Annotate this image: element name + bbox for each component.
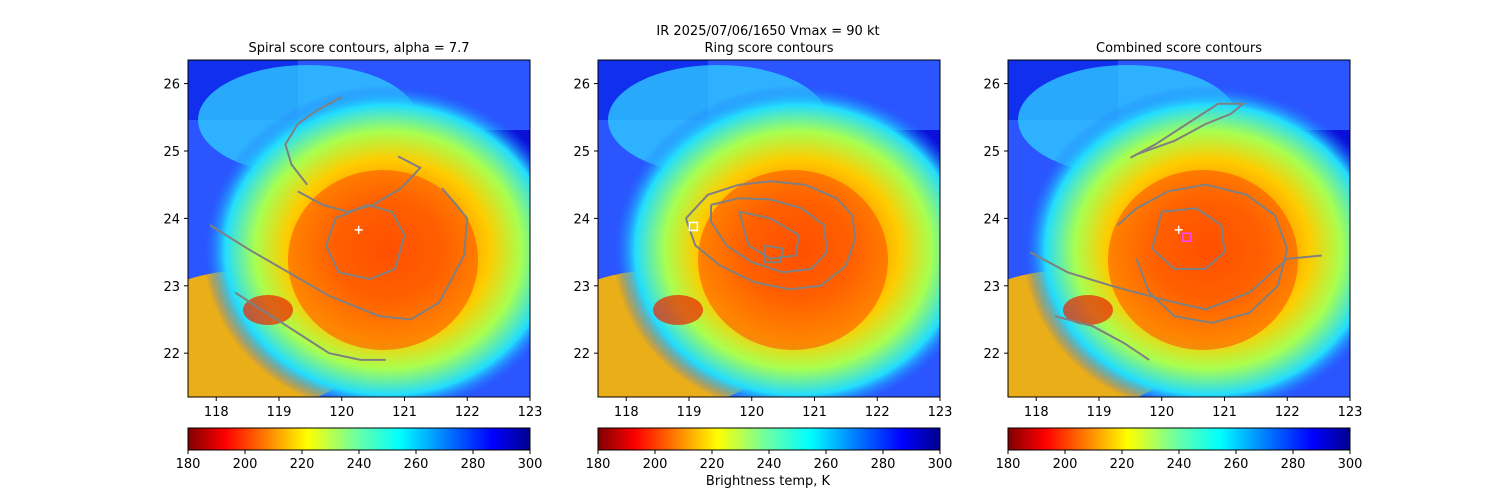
y-tick-label: 26 — [163, 78, 180, 93]
panel-ring: Ring score contours 118 119 120 121 122 123 22 2… — [573, 41, 953, 472]
score-contour — [1117, 183, 1289, 324]
colorbar-tick-label: 260 — [814, 457, 839, 472]
score-contour — [234, 291, 386, 361]
score-contour — [209, 187, 469, 321]
x-tick-label: 119 — [677, 405, 702, 420]
colorbar-tick-label: 260 — [1224, 457, 1249, 472]
colorbar-tick-label: 220 — [1110, 457, 1135, 472]
colorbar-tick-label: 280 — [871, 457, 896, 472]
colorbar-tick-label: 220 — [700, 457, 725, 472]
y-tick-label: 22 — [573, 347, 590, 362]
x-tick-label: 120 — [329, 405, 354, 420]
ir-image — [188, 60, 530, 397]
score-contour — [1129, 102, 1247, 159]
y-tick-label: 23 — [573, 280, 590, 295]
axes-frame — [597, 59, 941, 398]
colorbar-tick-label: 220 — [290, 457, 315, 472]
colorbar-tick-label: 200 — [1053, 457, 1078, 472]
y-tick-label: 24 — [163, 212, 180, 227]
colorbar-tick-label: 300 — [1338, 457, 1363, 472]
colorbar-tick-label: 180 — [996, 457, 1021, 472]
colorbar-tick-label: 180 — [586, 457, 611, 472]
panel-title: Spiral score contours, alpha = 7.7 — [248, 41, 469, 56]
score-contour — [325, 203, 406, 281]
center-square-marker — [688, 221, 699, 232]
colorbar-label: Brightness temp, K — [706, 474, 831, 489]
x-tick-label: 122 — [455, 405, 480, 420]
score-contour — [1054, 315, 1150, 361]
y-tick-label: 24 — [573, 212, 590, 227]
panel-combined: Combined score contours 118 119 120 121 122 12… — [983, 41, 1363, 472]
score-contour — [710, 197, 829, 274]
y-tick-label: 25 — [983, 145, 1000, 160]
y-tick-label: 22 — [163, 347, 180, 362]
score-contour — [1151, 207, 1226, 270]
panel-spiral: Spiral score contours, alpha = 7.7 118 119… — [163, 41, 543, 472]
y-tick-label: 26 — [983, 78, 1000, 93]
x-tick-label: 123 — [928, 405, 953, 420]
colorbar-tick-label: 240 — [757, 457, 782, 472]
x-tick-label: 121 — [802, 405, 827, 420]
colorbar-tick-label: 300 — [928, 457, 953, 472]
colorbar-tick-label: 280 — [1281, 457, 1306, 472]
colorbar — [597, 427, 941, 451]
colorbar-tick-label: 200 — [233, 457, 258, 472]
y-tick-label: 23 — [983, 280, 1000, 295]
score-contour — [738, 210, 800, 260]
colorbar-tick-label: 240 — [1167, 457, 1192, 472]
eyewall — [698, 170, 888, 350]
x-tick-label: 119 — [267, 405, 292, 420]
x-tick-label: 118 — [204, 405, 229, 420]
center-square-marker — [1182, 232, 1192, 243]
figure-suptitle: IR 2025/07/06/1650 Vmax = 90 kt — [656, 24, 879, 39]
axes-frame — [187, 59, 531, 398]
score-contour — [684, 180, 857, 291]
x-tick-label: 122 — [865, 405, 890, 420]
x-tick-label: 120 — [739, 405, 764, 420]
colorbar — [187, 427, 531, 451]
score-contour — [763, 244, 785, 264]
colorbar-tick-label: 260 — [404, 457, 429, 472]
x-tick-label: 123 — [1338, 405, 1363, 420]
x-tick-label: 121 — [392, 405, 417, 420]
colorbar-tick-label: 300 — [518, 457, 543, 472]
ir-image — [1008, 60, 1350, 397]
x-tick-label: 118 — [1024, 405, 1049, 420]
eyewall — [1108, 170, 1298, 350]
x-tick-label: 121 — [1212, 405, 1237, 420]
colorbar — [1007, 427, 1351, 451]
colorbar-tick-label: 280 — [461, 457, 486, 472]
center-plus-marker — [1174, 225, 1183, 234]
y-tick-label: 25 — [163, 145, 180, 160]
score-contour — [284, 96, 343, 186]
y-tick-label: 22 — [983, 347, 1000, 362]
y-tick-label: 25 — [573, 145, 590, 160]
panel-title: Ring score contours — [704, 41, 833, 56]
x-tick-label: 118 — [614, 405, 639, 420]
y-tick-label: 24 — [983, 212, 1000, 227]
x-tick-label: 119 — [1087, 405, 1112, 420]
warm-spot — [1063, 295, 1113, 325]
x-tick-label: 122 — [1275, 405, 1300, 420]
y-tick-label: 26 — [573, 78, 590, 93]
colorbar-tick-label: 200 — [643, 457, 668, 472]
eyewall — [288, 170, 478, 350]
score-contour — [1029, 251, 1322, 311]
axes-frame — [1007, 59, 1351, 398]
x-tick-label: 120 — [1149, 405, 1174, 420]
warm-spot — [243, 295, 293, 325]
score-contour — [297, 155, 422, 213]
center-plus-marker — [354, 225, 363, 234]
colorbar-tick-label: 240 — [347, 457, 372, 472]
warm-spot — [653, 295, 703, 325]
panel-title: Combined score contours — [1096, 41, 1262, 56]
colorbar-tick-label: 180 — [176, 457, 201, 472]
y-tick-label: 23 — [163, 280, 180, 295]
ir-image — [598, 60, 940, 397]
x-tick-label: 123 — [518, 405, 543, 420]
